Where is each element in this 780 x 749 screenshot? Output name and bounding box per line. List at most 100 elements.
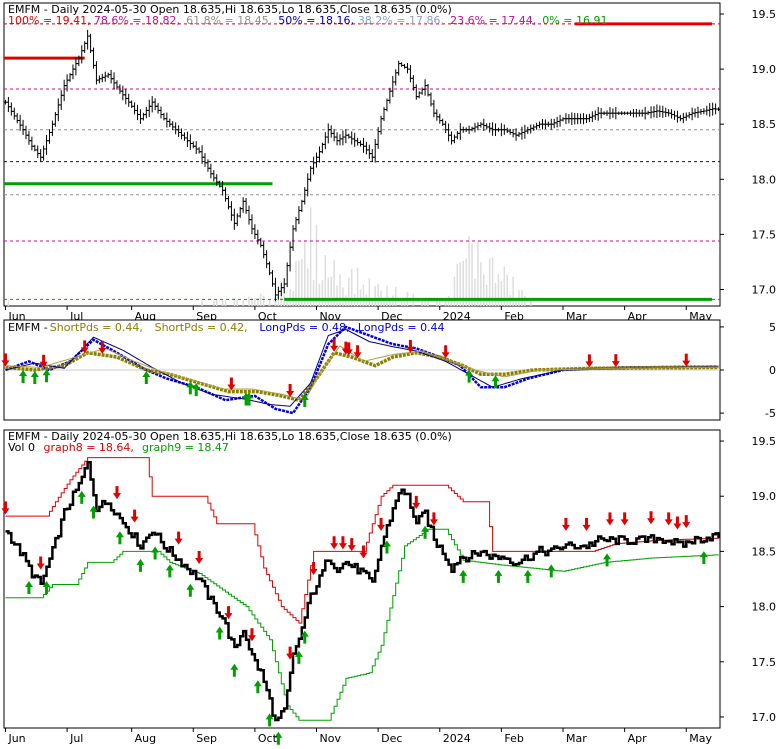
trend-arrow-8 — [130, 509, 139, 523]
oscillator-arrow-17 — [344, 342, 353, 356]
oscillator-arrow-2 — [30, 371, 39, 384]
oscillator-legend-4: LongPds = 0.44 — [358, 321, 445, 334]
oscillator-arrow-10 — [227, 377, 236, 391]
trend-arrow-14 — [195, 551, 204, 564]
trend-arrow-2 — [36, 556, 45, 570]
oscillator-legend-1: ShortPds = 0.44, — [50, 321, 143, 334]
oscillator-arrow-0 — [1, 353, 10, 367]
trend-panel — [3, 429, 721, 729]
fib-legend-3: 50% = 18.16, — [278, 14, 354, 27]
oscillator-arrow-5 — [80, 340, 89, 354]
trend-arrow-43 — [620, 512, 629, 526]
trend-arrow-46 — [673, 516, 682, 530]
price-ytick-label-4: 17.5 — [752, 228, 777, 241]
trend-arrow-48 — [699, 551, 708, 565]
oscillator-arrow-21 — [465, 369, 474, 383]
fib-legend-6: 0% = 16.91 — [542, 14, 607, 27]
trend-arrow-35 — [459, 569, 468, 583]
trend-arrow-25 — [309, 562, 318, 576]
fib-legend-4: 38.2% = 17.86, — [358, 14, 444, 27]
trend-legend-0: Vol 0 — [8, 441, 35, 454]
price-title: EMFM - Daily 2024-05-30 Open 18.635,Hi 1… — [8, 3, 452, 16]
trend-ytick-label-5: 17.0 — [752, 711, 777, 724]
trend-arrow-23 — [294, 650, 303, 664]
trend-arrow-1 — [24, 580, 33, 594]
fib-legend-0: 100% = 19.41, — [8, 14, 91, 27]
trend-arrow-11 — [165, 564, 174, 578]
trend-arrow-38 — [547, 564, 556, 578]
fib-legend-2: 61.8% = 18.45, — [186, 14, 272, 27]
trend-arrow-27 — [338, 536, 347, 550]
trend-arrow-24 — [300, 630, 309, 644]
oscillator-arrow-25 — [682, 353, 691, 367]
trend-xtick-label-6: Dec — [381, 732, 402, 745]
trend-series-1 — [5, 528, 719, 721]
trend-arrow-32 — [412, 495, 421, 509]
trend-arrow-36 — [494, 569, 503, 583]
trend-arrow-16 — [224, 606, 233, 620]
trend-xtick-label-5: Nov — [320, 732, 342, 745]
oscillator-arrow-6 — [98, 340, 107, 354]
trend-arrow-42 — [605, 512, 614, 526]
oscillator-arrow-22 — [491, 375, 500, 389]
oscillator-arrow-23 — [585, 354, 594, 368]
trend-title: EMFM - Daily 2024-05-30 Open 18.635,Hi 1… — [8, 430, 452, 443]
trend-arrow-17 — [230, 663, 239, 677]
trend-xtick-label-4: Oct — [258, 732, 278, 745]
trend-ytick-label-2: 18.5 — [752, 545, 777, 558]
oscillator-ytick-label-2: -5 — [765, 407, 776, 420]
fib-legend-1: 78.6% = 18.82, — [94, 14, 180, 27]
trend-arrow-6 — [112, 486, 121, 500]
trend-arrow-18 — [247, 628, 256, 642]
trend-arrow-34 — [429, 512, 438, 526]
trend-series-0 — [5, 457, 719, 624]
trend-xtick-label-8: Feb — [504, 732, 523, 745]
oscillator-arrow-1 — [19, 369, 28, 383]
oscillator-arrow-7 — [142, 371, 151, 384]
trend-arrow-37 — [523, 569, 532, 583]
trend-arrow-29 — [359, 545, 368, 559]
trend-ytick-label-4: 17.5 — [752, 656, 777, 669]
trend-arrow-28 — [347, 538, 356, 552]
trend-close-line — [5, 461, 720, 722]
oscillator-ytick-label-0: 5 — [769, 321, 776, 334]
trend-xtick-label-7: 2024 — [443, 732, 471, 745]
trend-xtick-label-11: May — [689, 732, 712, 745]
trend-ytick-label-3: 18.0 — [752, 601, 777, 614]
trend-arrow-9 — [136, 558, 145, 572]
price-ytick-label-0: 19.5 — [752, 8, 777, 21]
price-bar-243 — [716, 107, 721, 112]
trend-ytick-label-0: 19.5 — [752, 435, 777, 448]
trend-arrow-15 — [215, 626, 224, 640]
oscillator-arrow-19 — [406, 339, 415, 353]
price-ytick-label-3: 18.0 — [752, 173, 777, 186]
trend-arrow-40 — [582, 517, 591, 531]
oscillator-arrow-12 — [245, 392, 254, 406]
trend-xtick-label-1: Jul — [69, 732, 83, 745]
trend-xtick-label-3: Sep — [196, 732, 217, 745]
trend-legend-1: graph8 = 18.64, — [44, 441, 134, 454]
trend-arrow-19 — [253, 680, 262, 694]
oscillator-series-3 — [5, 345, 719, 401]
trend-arrow-12 — [174, 531, 183, 545]
trend-arrow-7 — [115, 531, 124, 545]
price-ytick-label-2: 18.5 — [752, 118, 777, 131]
trend-xtick-label-10: Apr — [628, 732, 648, 745]
trend-arrow-39 — [561, 517, 570, 531]
oscillator-arrow-9 — [192, 383, 201, 397]
trend-xtick-label-9: Mar — [566, 732, 587, 745]
oscillator-legend-3: LongPds = 0.48, — [259, 321, 349, 334]
trend-arrow-4 — [77, 490, 86, 504]
trend-arrow-47 — [682, 515, 691, 529]
oscillator-arrow-13 — [286, 384, 295, 398]
oscillator-arrow-14 — [300, 393, 309, 407]
trend-arrow-21 — [274, 731, 283, 745]
oscillator-arrow-15 — [330, 338, 339, 352]
trend-legend-2: graph9 = 18.47 — [142, 441, 229, 454]
oscillator-arrow-18 — [353, 345, 362, 359]
trend-arrow-22 — [286, 646, 295, 660]
trend-arrow-3 — [42, 580, 51, 594]
oscillator-arrow-20 — [441, 345, 450, 359]
